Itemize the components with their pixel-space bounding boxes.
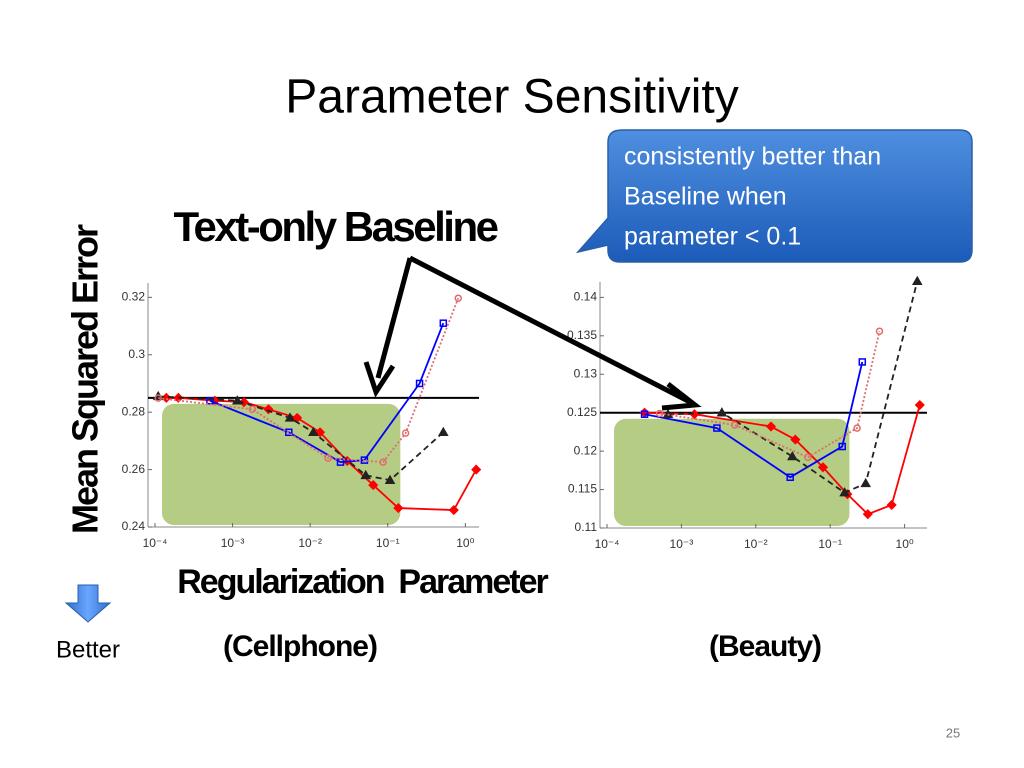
series-line: [667, 281, 919, 494]
marker: [439, 319, 448, 327]
arrowhead: [363, 361, 396, 398]
marker: [786, 473, 794, 482]
x-tick-label: 10⁻²: [298, 536, 322, 550]
callout-text: consistently better than: [624, 143, 881, 171]
marker: [790, 434, 801, 445]
arrow: [408, 255, 692, 405]
marker: [860, 477, 871, 488]
marker: [324, 454, 332, 462]
y-tick-label: 0.135: [567, 328, 597, 342]
y-axis-label: Mean Squared Error: [65, 224, 106, 534]
y-tick-label: 0.12: [574, 443, 598, 457]
x-tick-label: 10⁰: [896, 537, 914, 551]
callout-text: parameter < 0.1: [624, 223, 801, 251]
marker: [838, 442, 846, 451]
marker: [817, 462, 829, 473]
x-tick-label: 10⁻⁴: [143, 536, 168, 550]
marker: [248, 405, 257, 414]
marker: [401, 429, 410, 437]
x-tick-label: 10⁰: [456, 536, 474, 550]
x-tick-label: 10⁻¹: [376, 536, 400, 550]
chart-title: (Beauty): [709, 630, 821, 663]
marker: [862, 509, 873, 520]
marker: [379, 458, 387, 466]
marker: [154, 394, 162, 402]
arrowhead: [661, 382, 702, 411]
y-tick-label: 0.3: [128, 347, 145, 361]
marker: [765, 421, 777, 432]
marker: [662, 408, 674, 418]
x-tick-label: 10⁻⁴: [595, 537, 620, 551]
x-tick-label: 10⁻²: [744, 537, 768, 551]
y-tick-label: 0.115: [568, 482, 597, 496]
y-tick-label: 0.28: [122, 404, 146, 418]
series-line: [158, 297, 460, 464]
marker: [787, 450, 798, 461]
y-tick-label: 0.24: [122, 519, 146, 533]
marker: [308, 426, 319, 437]
marker: [875, 327, 884, 335]
y-tick-label: 0.11: [575, 520, 598, 534]
marker: [911, 275, 923, 285]
marker: [471, 464, 482, 475]
chart-title: (Cellphone): [223, 630, 377, 663]
highlight-region: [614, 418, 850, 526]
arrow: [375, 257, 413, 379]
marker: [285, 428, 293, 437]
marker: [384, 474, 396, 484]
marker: [716, 407, 728, 417]
marker: [415, 379, 424, 388]
better-label: Better: [56, 636, 120, 663]
marker: [839, 487, 850, 497]
callout-text: Baseline when: [624, 183, 787, 211]
x-axis-label: Regularization Parameter: [177, 563, 548, 601]
marker: [314, 427, 326, 438]
slide-title: Parameter Sensitivity: [285, 71, 739, 124]
marker: [886, 499, 897, 510]
annotation-arrows: [363, 255, 702, 411]
marker: [448, 505, 459, 516]
y-tick-label: 0.32: [122, 290, 146, 304]
annotation: Text-only Baseline: [174, 203, 498, 250]
marker: [655, 409, 664, 418]
charts: 0.24 0.26 0.28 0.3 0.32 10⁻⁴ 10⁻³ 10⁻² 10⁻¹ 10⁰ (C…: [65, 224, 927, 663]
marker: [914, 399, 925, 411]
series-line: [644, 361, 864, 479]
series-line: [209, 322, 445, 464]
marker: [284, 412, 296, 422]
marker: [640, 410, 649, 418]
marker: [206, 396, 214, 405]
marker: [360, 469, 372, 480]
x-tick-label: 10⁻³: [670, 537, 694, 551]
highlight-region: [162, 403, 401, 525]
y-tick-label: 0.26: [122, 462, 146, 476]
x-tick-label: 10⁻¹: [818, 537, 842, 551]
marker: [730, 421, 739, 429]
marker: [454, 294, 462, 302]
marker: [393, 502, 404, 514]
y-tick-label: 0.14: [574, 290, 598, 304]
marker: [853, 424, 861, 432]
marker: [858, 358, 867, 366]
marker: [804, 453, 812, 462]
page-number: 25: [946, 725, 960, 740]
y-tick-label: 0.125: [567, 405, 597, 419]
series-line: [166, 396, 477, 511]
x-tick-label: 10⁻³: [221, 536, 245, 550]
marker: [232, 395, 243, 405]
callout-box: [575, 129, 973, 263]
marker: [368, 480, 379, 491]
marker: [438, 426, 449, 437]
better-arrow: [64, 584, 112, 623]
y-tick-label: 0.13: [574, 366, 598, 380]
marker: [713, 424, 721, 432]
